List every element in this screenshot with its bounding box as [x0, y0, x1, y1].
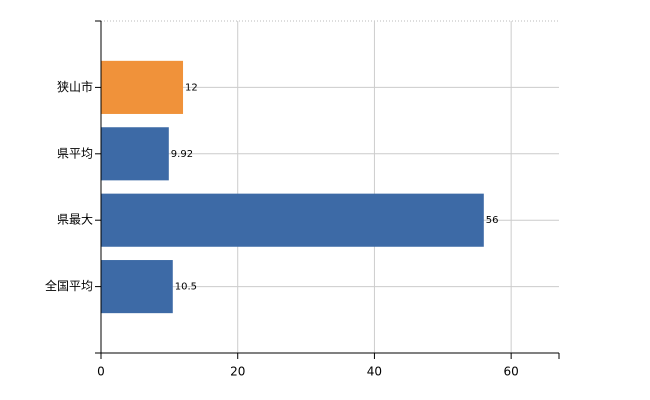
y-tick-label: 県平均 [57, 146, 93, 160]
value-label: 10.5 [175, 282, 197, 293]
x-tick-label: 0 [97, 365, 105, 379]
value-label: 56 [486, 215, 499, 226]
bar [101, 260, 173, 314]
x-tick-label: 20 [230, 365, 245, 379]
value-label: 9.92 [171, 149, 193, 160]
y-tick-label: 狭山市 [57, 79, 93, 94]
y-tick-label: 県最大 [57, 213, 93, 227]
x-tick-label: 60 [504, 365, 519, 379]
bar [101, 127, 169, 181]
value-label: 12 [185, 82, 198, 93]
x-tick-label: 40 [367, 365, 382, 379]
bar [101, 60, 184, 114]
y-tick-label: 全国平均 [45, 278, 93, 293]
bar [101, 193, 484, 247]
